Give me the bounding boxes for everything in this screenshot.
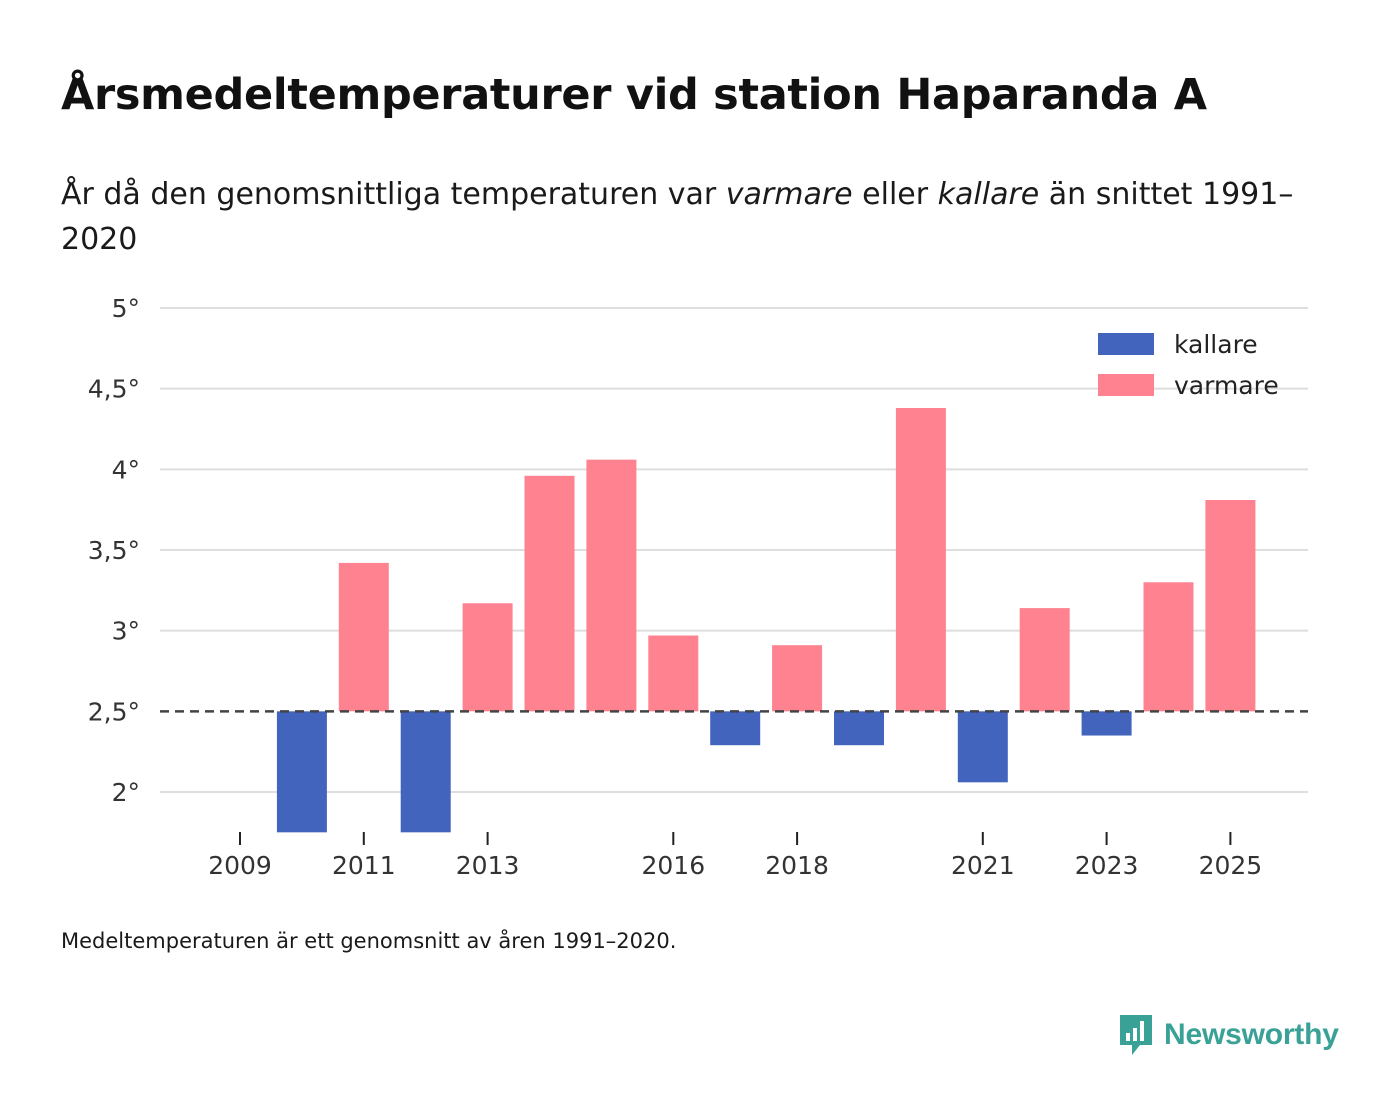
x-axis: 2009 2011 2013 2016 2018 2021 2023 2025 — [208, 832, 1262, 880]
bar-2024[interactable] — [1143, 582, 1194, 712]
x-tick-label: 2023 — [1075, 851, 1139, 880]
newsworthy-logo-icon — [1120, 1015, 1152, 1055]
y-tick-label: 2,5° — [88, 697, 140, 726]
subtitle-cold-word: kallare — [937, 177, 1040, 212]
bar-2016[interactable] — [648, 635, 699, 712]
y-axis-labels: 2° 2,5° 3° 3,5° 4° 4,5° 5° — [88, 294, 140, 807]
x-tick-label: 2025 — [1199, 851, 1263, 880]
x-tick-label: 2009 — [208, 851, 272, 880]
bars — [160, 408, 1308, 833]
x-tick-label: 2018 — [765, 851, 829, 880]
bar-2015[interactable] — [586, 459, 637, 712]
subtitle-part3: än snittet 1991–2020 — [61, 177, 1294, 257]
x-tick-label: 2011 — [332, 851, 396, 880]
chart-title: Årsmedeltemperaturer vid station Haparan… — [61, 70, 1207, 120]
y-tick-label: 2° — [112, 778, 140, 807]
subtitle-warm-word: varmare — [725, 177, 853, 212]
bar-2018[interactable] — [772, 645, 823, 712]
newsworthy-logo[interactable]: Newsworthy — [1118, 1012, 1339, 1058]
y-tick-label: 4° — [112, 455, 140, 484]
legend: kallare varmare — [1098, 330, 1279, 400]
gridlines — [160, 307, 1308, 793]
logo-text: Newsworthy — [1164, 1018, 1339, 1051]
bar-2012[interactable] — [400, 711, 451, 833]
legend-swatch-varmare — [1098, 374, 1154, 396]
legend-swatch-kallare — [1098, 333, 1154, 355]
subtitle-part2: eller — [852, 177, 938, 212]
chart-subtitle: År då den genomsnittliga temperaturen va… — [61, 172, 1301, 262]
y-tick-label: 3° — [112, 617, 140, 646]
bar-2011[interactable] — [338, 562, 389, 712]
bar-chart: 2° 2,5° 3° 3,5° 4° 4,5° 5° 2009 2011 2013 2016 201… — [88, 294, 1308, 880]
bar-2013[interactable] — [462, 603, 513, 712]
footnote: Medeltemperaturen är ett genomsnitt av å… — [61, 929, 677, 953]
y-tick-label: 4,5° — [88, 375, 140, 404]
bar-2017[interactable] — [710, 711, 761, 746]
bar-2021[interactable] — [957, 711, 1008, 783]
x-tick-label: 2013 — [456, 851, 520, 880]
legend-label-varmare: varmare — [1174, 371, 1279, 400]
legend-label-kallare: kallare — [1174, 330, 1258, 359]
bar-2019[interactable] — [834, 711, 884, 746]
x-tick-label: 2021 — [951, 851, 1015, 880]
bar-2014[interactable] — [524, 475, 575, 712]
bar-2025[interactable] — [1205, 499, 1256, 712]
bar-2022[interactable] — [1019, 608, 1070, 712]
bar-2020[interactable] — [895, 408, 946, 712]
x-tick-label: 2016 — [641, 851, 705, 880]
subtitle-part1: År då den genomsnittliga temperaturen va… — [61, 177, 726, 212]
bar-2010[interactable] — [276, 711, 327, 833]
y-tick-label: 5° — [112, 294, 140, 323]
y-tick-label: 3,5° — [88, 536, 140, 565]
bar-2023[interactable] — [1081, 711, 1132, 736]
